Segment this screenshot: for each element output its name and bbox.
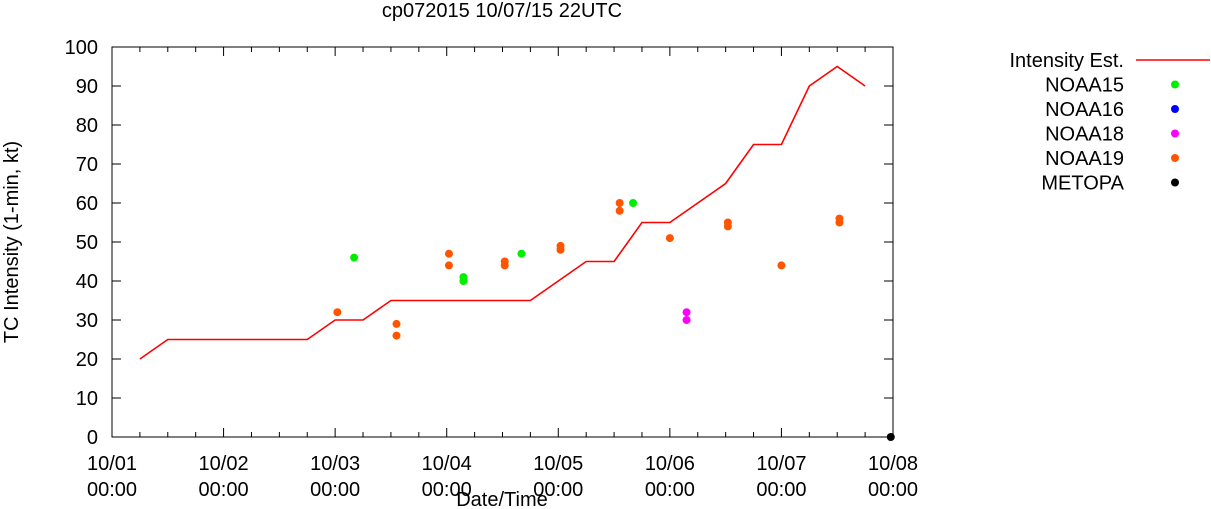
x-tick-label-time: 00:00 (310, 479, 360, 501)
data-point-noaa19 (777, 261, 786, 270)
data-point-noaa19 (665, 234, 674, 243)
x-tick-label-date: 10/05 (533, 453, 583, 475)
y-tick-label: 50 (76, 232, 98, 254)
legend-label-noaa18: NOAA18 (1045, 124, 1124, 146)
x-tick-label-time: 00:00 (533, 479, 583, 501)
plot-area: 0 10 20 30 40 50 60 70 80 90 100 10/01 00:00 10/02 00:… (65, 37, 918, 501)
legend-swatch-noaa15 (1171, 80, 1179, 89)
x-tick-label-date: 10/07 (756, 453, 806, 475)
data-point-metopa (886, 433, 895, 441)
data-point-noaa15 (629, 199, 638, 207)
series-line-intensity-est (139, 65, 866, 360)
x-tick-label-time: 00:00 (645, 479, 695, 501)
y-tick-label: 90 (76, 76, 98, 98)
data-point-noaa19 (333, 308, 342, 317)
y-axis-title: TC Intensity (1-min, kt) (1, 141, 23, 343)
legend-label-noaa19: NOAA19 (1045, 148, 1124, 170)
x-tick-label-time: 00:00 (199, 479, 249, 501)
legend-label-noaa16: NOAA16 (1045, 99, 1124, 121)
x-tick-label-date: 10/04 (422, 453, 472, 475)
legend-label-metopa: METOPA (1041, 173, 1124, 195)
data-point-noaa15 (350, 253, 359, 262)
y-tick-label: 0 (87, 427, 98, 449)
data-point-noaa19 (500, 261, 509, 270)
x-tick-label-time: 00:00 (422, 479, 472, 501)
x-tick-label-date: 10/03 (310, 453, 360, 475)
y-tick-label: 30 (76, 310, 98, 332)
x-tick-label-time: 00:00 (87, 479, 137, 501)
data-point-noaa18 (682, 308, 691, 317)
y-tick-label: 70 (76, 154, 98, 176)
plot-frame (111, 46, 894, 438)
legend-label-intensity-est: Intensity Est. (1010, 50, 1125, 72)
data-point-noaa15 (459, 277, 468, 285)
data-point-noaa19 (392, 331, 401, 340)
legend-swatch-metopa (1171, 178, 1179, 187)
data-point-noaa19 (392, 319, 401, 328)
data-point-noaa19 (556, 245, 565, 254)
chart-title: cp072015 10/07/15 22UTC (382, 0, 622, 22)
x-tick-label-time: 00:00 (868, 479, 918, 501)
y-tick-label: 40 (76, 271, 98, 293)
data-point-noaa19 (615, 206, 624, 215)
y-tick-label: 60 (76, 193, 98, 215)
data-point-noaa19 (723, 222, 732, 231)
x-tick-label-date: 10/08 (868, 453, 918, 475)
x-tick-label-date: 10/02 (199, 453, 249, 475)
data-point-noaa19 (444, 249, 453, 258)
y-tick-label: 80 (76, 115, 98, 137)
x-axis-title: Date/Time (456, 489, 548, 509)
data-point-noaa15 (517, 249, 526, 258)
data-point-noaa19 (835, 218, 844, 227)
legend-swatch-noaa18 (1171, 129, 1179, 138)
y-tick-label: 10 (76, 388, 98, 410)
legend-swatch-noaa19 (1171, 154, 1179, 162)
x-tick-label-date: 10/06 (645, 453, 695, 475)
legend-label-noaa15: NOAA15 (1045, 75, 1124, 97)
x-tick-label-time: 00:00 (756, 479, 806, 501)
legend-swatch-noaa16 (1171, 105, 1179, 113)
y-tick-label: 20 (76, 349, 98, 371)
data-point-noaa18 (682, 316, 691, 324)
x-tick-label-date: 10/01 (87, 453, 137, 475)
y-tick-label: 100 (65, 37, 98, 59)
data-point-noaa19 (615, 199, 624, 207)
data-point-noaa19 (444, 261, 453, 270)
